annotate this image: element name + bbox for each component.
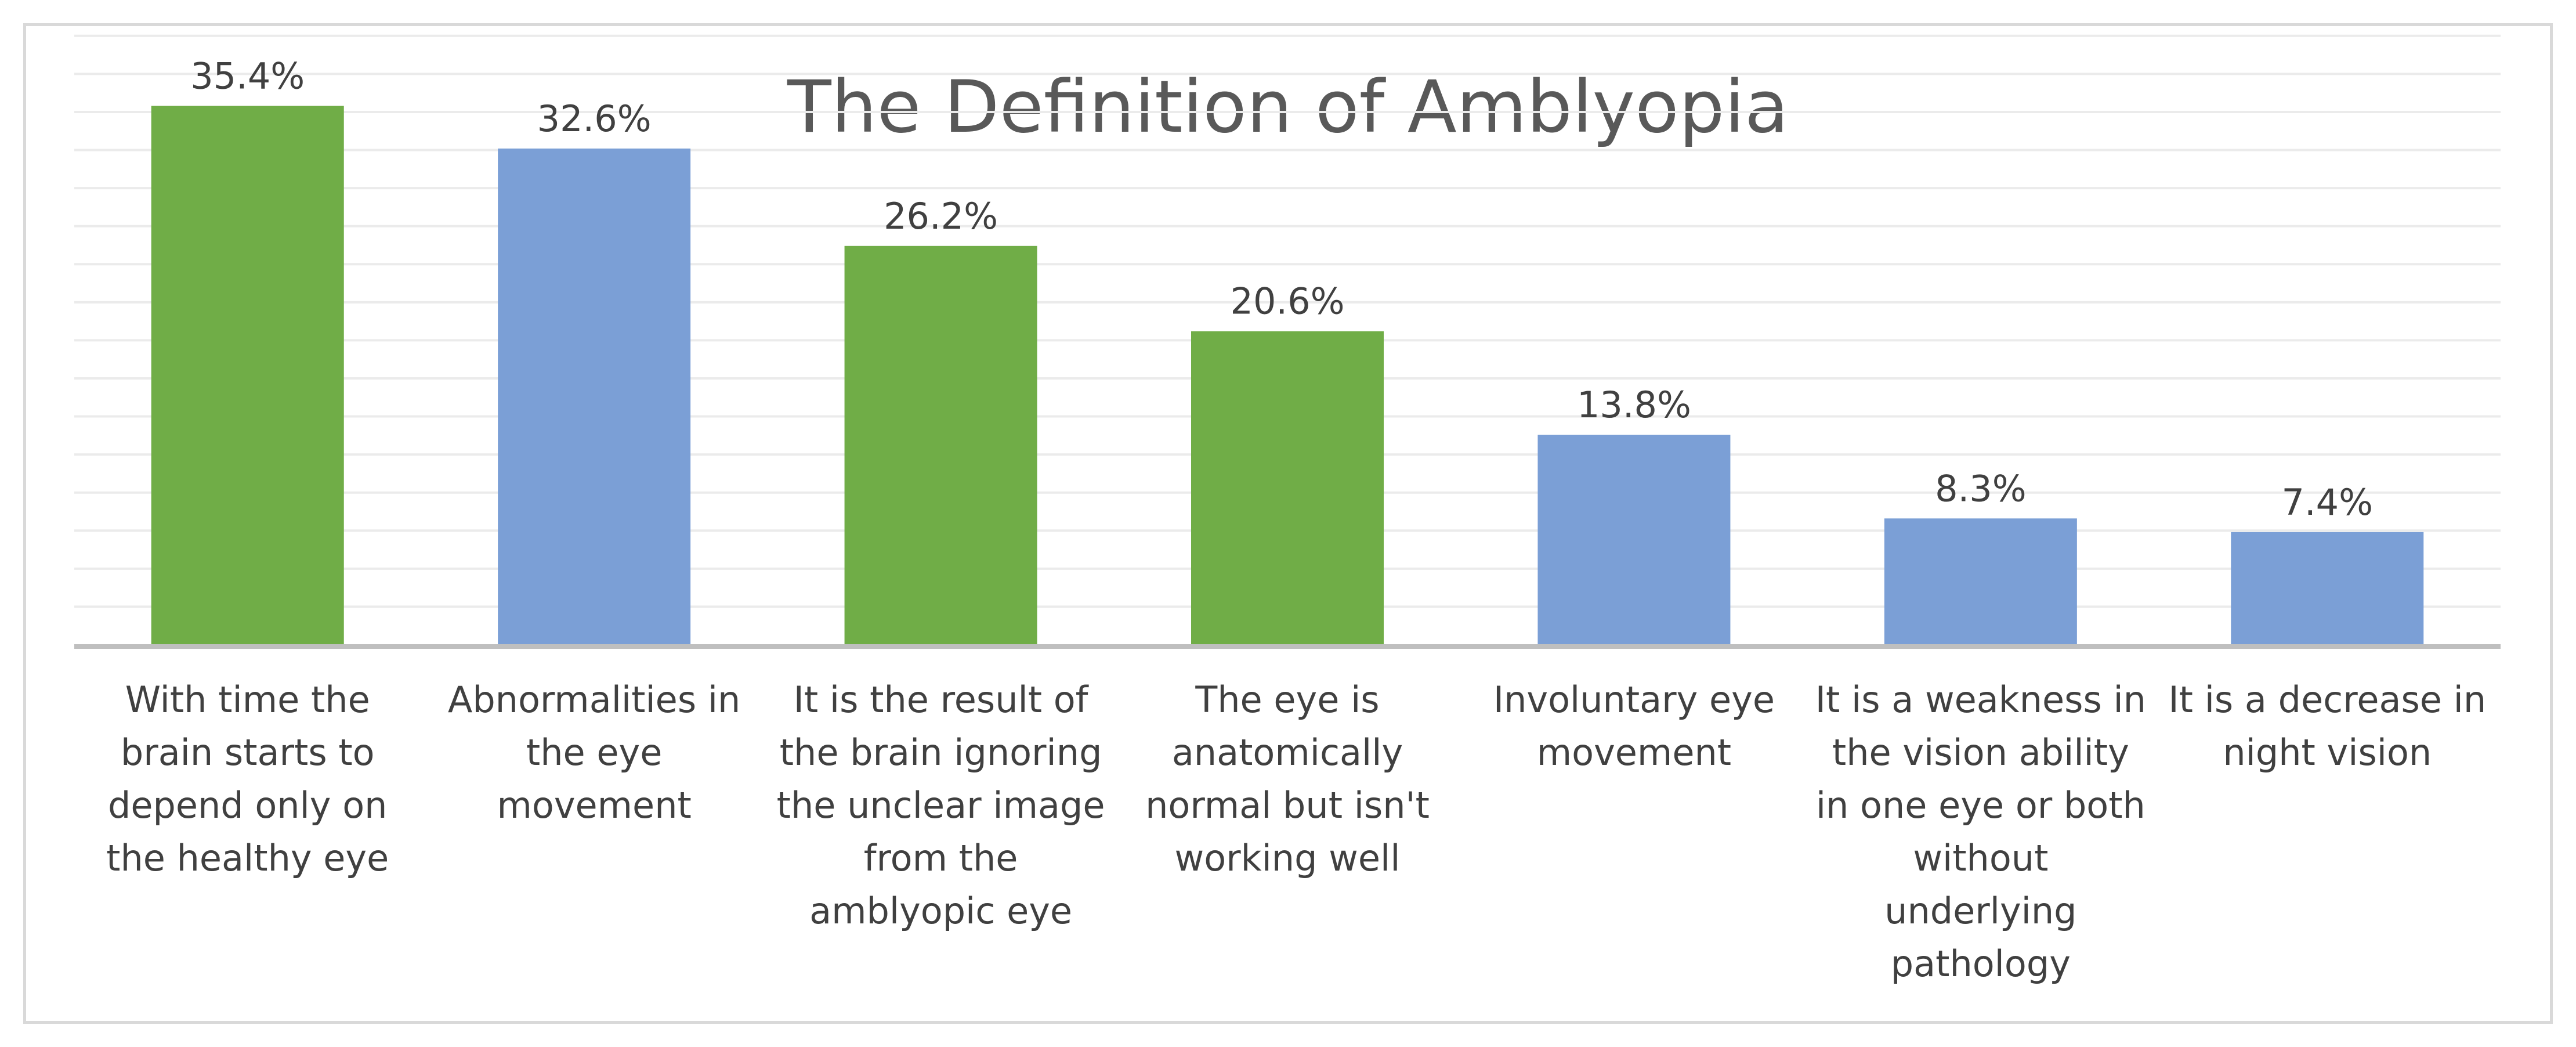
category-label: It is a decrease in night vision [2168, 678, 2486, 774]
category-label-line: movement [1537, 731, 1731, 774]
category-label-line: the brain ignoring [780, 731, 1102, 774]
category-label-line: amblyopic eye [809, 890, 1072, 932]
category-label: It is a weakness in the vision ability in … [1815, 678, 2146, 985]
bar [1537, 435, 1731, 645]
data-label: 7.4% [2282, 481, 2374, 524]
category-label: Abnormalities in the eye movement [448, 678, 740, 826]
category-label-line: night vision [2223, 731, 2432, 774]
category-label-line: With time the [125, 678, 370, 721]
data-label: 8.3% [1935, 467, 2027, 510]
category-label-line: It is the result of [794, 678, 1090, 721]
bars [151, 106, 2424, 645]
chart-frame: The Definition of Amblyopia 35.4% 32.6% 26… [23, 23, 2553, 1024]
chart-title: The Definition of Amblyopia [787, 66, 1789, 149]
category-label-line: normal but isn't [1145, 784, 1430, 826]
bar [498, 148, 691, 645]
category-label: Involuntary eye movement [1493, 678, 1775, 774]
category-label-line: It is a decrease in [2168, 678, 2486, 721]
bar [844, 245, 1037, 645]
category-label-line: depend only on [108, 784, 387, 826]
category-labels: With time the brain starts to depend only … [106, 678, 2486, 985]
category-label-line: the healthy eye [106, 837, 389, 879]
category-label: With time the brain starts to depend only … [106, 678, 389, 879]
category-label: It is the result of the brain ignoring the… [777, 678, 1105, 932]
data-label: 35.4% [190, 55, 305, 97]
category-label-line: movement [497, 784, 691, 826]
category-label-line: the vision ability [1832, 731, 2129, 774]
data-label: 26.2% [884, 195, 998, 237]
bar [151, 106, 344, 645]
category-label-line: in one eye or both [1816, 784, 2146, 826]
data-labels: 35.4% 32.6% 26.2% 20.6% 13.8% 8.3% 7.4% [190, 55, 2373, 523]
category-label-line: the unclear image [777, 784, 1105, 826]
category-label-line: working well [1175, 837, 1401, 879]
bar [1884, 518, 2077, 645]
category-label-line: The eye is [1195, 678, 1379, 721]
category-label-line: from the [864, 837, 1018, 879]
chart-svg: The Definition of Amblyopia 35.4% 32.6% 26… [74, 34, 2501, 985]
category-label-line: Involuntary eye [1493, 678, 1775, 721]
data-label: 32.6% [537, 98, 652, 140]
bar [2231, 532, 2424, 645]
category-label-line: pathology [1891, 943, 2071, 985]
bar [1191, 331, 1384, 645]
category-label-line: underlying [1884, 890, 2076, 932]
category-label-line: It is a weakness in [1815, 678, 2146, 721]
category-label: The eye is anatomically normal but isn't wo… [1145, 678, 1430, 879]
category-label-line: the eye [526, 731, 662, 774]
data-label: 20.6% [1231, 280, 1345, 323]
category-label-line: without [1913, 837, 2048, 879]
category-label-line: anatomically [1172, 731, 1403, 774]
category-label-line: Abnormalities in [448, 678, 740, 721]
data-label: 13.8% [1577, 384, 1691, 426]
category-label-line: brain starts to [121, 731, 375, 774]
